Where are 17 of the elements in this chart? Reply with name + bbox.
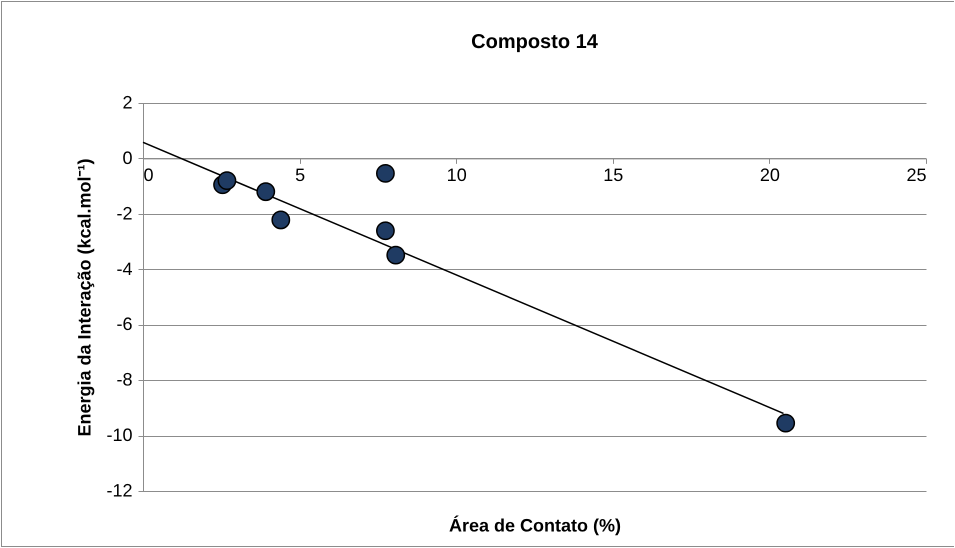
x-tick-label: 0: [144, 164, 154, 185]
x-tick-label: 20: [760, 164, 780, 185]
x-tick-label: 25: [906, 164, 926, 185]
y-tick-label: -6: [116, 314, 132, 334]
y-tick-label: 0: [122, 148, 132, 168]
y-tick-label: -4: [116, 258, 132, 279]
x-tick-label: 15: [603, 164, 624, 185]
x-tick-label: 5: [295, 164, 306, 185]
x-axis-title: Área de Contato (%): [448, 516, 622, 536]
chart-title: Composto 14: [471, 31, 599, 53]
y-tick-label: -10: [106, 425, 132, 446]
y-tick-label: -12: [106, 480, 132, 500]
y-tick-label: 2: [122, 92, 132, 112]
x-tick-label: 10: [446, 164, 467, 185]
y-tick-label: -8: [116, 370, 132, 390]
y-axis-title: Energia da Interação (kcal.mol⁻¹): [74, 158, 94, 437]
y-tick-label: -2: [116, 203, 132, 224]
